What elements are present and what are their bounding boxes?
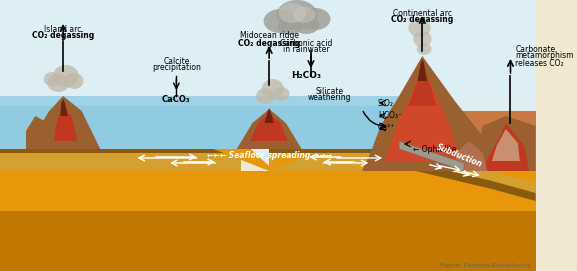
Polygon shape — [250, 113, 288, 141]
Text: Continental arc: Continental arc — [393, 8, 452, 18]
Text: Ca²⁺: Ca²⁺ — [378, 124, 395, 133]
Polygon shape — [237, 109, 302, 149]
Polygon shape — [61, 99, 68, 116]
Text: CO₂ degassing: CO₂ degassing — [32, 31, 94, 40]
Polygon shape — [213, 149, 325, 171]
Polygon shape — [492, 171, 535, 193]
Polygon shape — [269, 149, 399, 171]
Text: weathering: weathering — [308, 93, 351, 102]
Polygon shape — [26, 116, 58, 149]
Ellipse shape — [417, 43, 432, 55]
Polygon shape — [0, 96, 399, 149]
Ellipse shape — [413, 31, 432, 47]
Polygon shape — [399, 159, 492, 189]
Text: Carbonic acid: Carbonic acid — [280, 38, 332, 47]
Polygon shape — [0, 151, 241, 171]
Text: Island arc: Island arc — [44, 24, 82, 34]
Polygon shape — [492, 129, 520, 161]
Polygon shape — [399, 111, 535, 131]
Text: CaCO₃: CaCO₃ — [162, 95, 190, 104]
Ellipse shape — [293, 7, 316, 23]
Ellipse shape — [65, 73, 84, 89]
Ellipse shape — [256, 88, 275, 104]
Ellipse shape — [301, 8, 331, 30]
Text: Carbonate: Carbonate — [515, 44, 555, 53]
Text: CO₂ degassing: CO₂ degassing — [391, 15, 454, 24]
Text: Calcite: Calcite — [163, 56, 189, 66]
Polygon shape — [455, 141, 488, 171]
Text: in rainwater: in rainwater — [283, 46, 329, 54]
Text: CO₂ degassing: CO₂ degassing — [238, 38, 300, 47]
Polygon shape — [0, 0, 535, 161]
Text: releases CO₂: releases CO₂ — [515, 59, 564, 67]
Ellipse shape — [278, 19, 302, 35]
Polygon shape — [0, 171, 535, 211]
Polygon shape — [492, 181, 535, 201]
Text: Subduction: Subduction — [435, 143, 484, 169]
Ellipse shape — [44, 72, 61, 86]
Polygon shape — [0, 211, 535, 271]
Polygon shape — [418, 59, 427, 81]
Polygon shape — [269, 149, 399, 153]
Text: metamorphism: metamorphism — [515, 51, 574, 60]
Polygon shape — [264, 108, 274, 123]
Text: HCO₃⁻: HCO₃⁻ — [378, 111, 402, 121]
Text: SiO₂: SiO₂ — [378, 98, 394, 108]
Polygon shape — [473, 116, 535, 171]
Ellipse shape — [273, 87, 290, 101]
Polygon shape — [482, 123, 529, 171]
Ellipse shape — [276, 0, 317, 30]
Ellipse shape — [279, 3, 306, 23]
Ellipse shape — [262, 79, 284, 99]
Polygon shape — [54, 107, 77, 141]
Polygon shape — [362, 56, 501, 171]
Polygon shape — [26, 96, 100, 149]
Ellipse shape — [264, 9, 297, 33]
Ellipse shape — [293, 16, 319, 34]
Polygon shape — [195, 151, 241, 171]
Text: Midocean ridge: Midocean ridge — [239, 31, 299, 40]
Text: H₂CO₃: H₂CO₃ — [291, 70, 321, 79]
Text: ←←← Seafloor spreading →→→: ←←← Seafloor spreading →→→ — [207, 151, 332, 160]
Polygon shape — [0, 96, 399, 106]
Ellipse shape — [53, 65, 79, 87]
Text: ← Ophiolite: ← Ophiolite — [413, 146, 456, 154]
Ellipse shape — [47, 74, 70, 92]
Text: precipitation: precipitation — [152, 63, 201, 73]
Text: Silicate: Silicate — [316, 86, 343, 95]
Polygon shape — [399, 111, 535, 171]
Polygon shape — [399, 149, 492, 181]
Polygon shape — [409, 64, 436, 106]
Ellipse shape — [409, 19, 430, 37]
Polygon shape — [0, 149, 241, 153]
Polygon shape — [399, 141, 464, 171]
Polygon shape — [385, 66, 459, 161]
Text: Figure: Katerina Kostadinova: Figure: Katerina Kostadinova — [440, 263, 531, 269]
